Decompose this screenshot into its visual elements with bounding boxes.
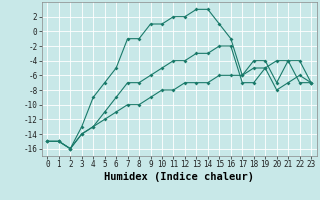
X-axis label: Humidex (Indice chaleur): Humidex (Indice chaleur) (104, 172, 254, 182)
